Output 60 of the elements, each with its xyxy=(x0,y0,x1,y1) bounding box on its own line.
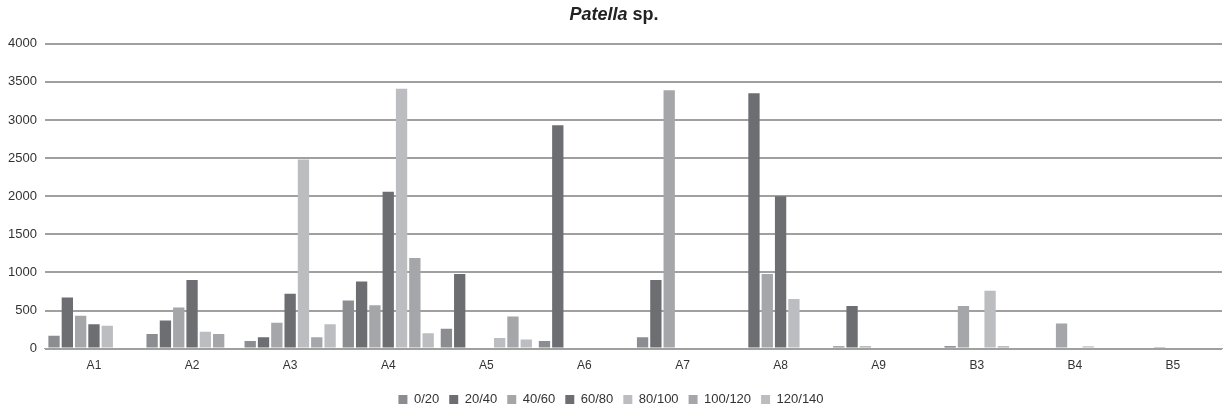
y-tick-label: 3000 xyxy=(8,111,37,127)
x-tick-label: A2 xyxy=(184,358,200,373)
x-tick-label: A1 xyxy=(86,358,102,373)
bar xyxy=(61,297,73,348)
bar xyxy=(788,299,800,348)
bar xyxy=(244,340,256,348)
y-tick-label: 4000 xyxy=(8,35,37,51)
bar xyxy=(101,325,113,348)
x-tick-label: A5 xyxy=(478,358,494,373)
y-tick-label: 0 xyxy=(29,340,37,356)
legend-label: 100/120 xyxy=(704,391,752,407)
bar xyxy=(395,88,408,348)
chart-title: Patella sp. xyxy=(568,4,660,25)
legend-label: 60/80 xyxy=(580,391,614,407)
y-tick-label: 2500 xyxy=(8,149,37,165)
x-tick-label: A4 xyxy=(380,358,396,373)
bar xyxy=(984,290,996,348)
x-tick-label: B4 xyxy=(1067,358,1083,373)
bar xyxy=(382,191,394,348)
bar xyxy=(257,337,270,348)
legend-label: 0/20 xyxy=(413,391,440,407)
bar xyxy=(422,333,434,348)
bar xyxy=(48,335,60,348)
bar xyxy=(748,93,760,348)
y-tick-label: 3500 xyxy=(8,73,37,89)
bar xyxy=(440,328,453,348)
legend-label: 40/60 xyxy=(522,391,556,407)
x-tick-label: A7 xyxy=(675,358,691,373)
x-tick-label: A8 xyxy=(773,358,789,373)
y-tick-label: 500 xyxy=(15,302,37,318)
bar xyxy=(88,324,100,348)
x-tick-label: B3 xyxy=(969,358,985,373)
bar xyxy=(146,334,158,348)
bar xyxy=(186,280,198,348)
bar xyxy=(284,293,296,348)
bar xyxy=(520,339,532,348)
bar xyxy=(650,280,662,348)
bar xyxy=(636,337,649,348)
bar xyxy=(324,324,336,348)
x-tick-label: A6 xyxy=(577,358,593,373)
bar xyxy=(493,337,506,348)
x-tick-label: B5 xyxy=(1165,358,1181,373)
bar xyxy=(297,159,310,348)
y-tick-label: 2000 xyxy=(8,187,37,203)
legend-label: 120/140 xyxy=(776,391,824,407)
bar xyxy=(454,273,466,348)
x-tick-label: A3 xyxy=(282,358,298,373)
bar xyxy=(552,125,564,348)
bar xyxy=(159,320,172,348)
bar xyxy=(774,196,787,348)
y-tick-label: 1000 xyxy=(8,263,37,279)
bar xyxy=(342,300,354,348)
y-tick-label: 1500 xyxy=(8,225,37,241)
bar xyxy=(846,305,858,348)
bar xyxy=(199,331,212,348)
legend-label: 80/100 xyxy=(638,391,679,407)
legend-label: 20/40 xyxy=(464,391,498,407)
x-tick-label: A9 xyxy=(871,358,887,373)
bar xyxy=(538,340,551,348)
bar xyxy=(355,281,368,348)
